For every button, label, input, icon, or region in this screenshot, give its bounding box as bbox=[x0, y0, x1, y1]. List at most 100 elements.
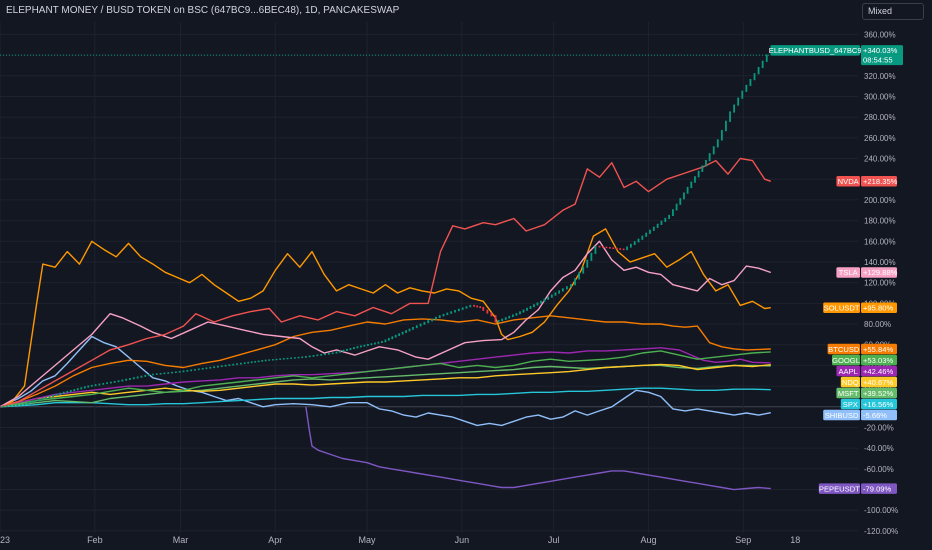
candle bbox=[370, 343, 373, 346]
x-tick-label: Mar bbox=[173, 535, 189, 545]
candle bbox=[716, 139, 719, 148]
candle bbox=[59, 392, 62, 395]
candle bbox=[522, 309, 525, 313]
candle bbox=[427, 320, 430, 324]
candle bbox=[547, 296, 550, 300]
candle bbox=[254, 360, 257, 363]
candle bbox=[504, 317, 507, 320]
candle bbox=[672, 209, 674, 217]
candle bbox=[566, 286, 568, 290]
series-value: +53.03% bbox=[863, 356, 893, 365]
candle bbox=[271, 359, 274, 361]
series-line-btcusd bbox=[0, 315, 771, 408]
series-value: +129.88% bbox=[863, 268, 898, 277]
candle bbox=[205, 367, 208, 370]
candle bbox=[486, 309, 489, 314]
candle bbox=[194, 368, 196, 371]
candle bbox=[533, 304, 535, 308]
candle bbox=[27, 402, 29, 405]
chart-title: ELEPHANT MONEY / BUSD TOKEN on BSC (647B… bbox=[6, 5, 400, 16]
candle bbox=[356, 346, 359, 349]
series-name: NDQ bbox=[842, 378, 859, 387]
y-tick-label: 240.00% bbox=[864, 155, 896, 164]
candle bbox=[501, 318, 504, 322]
series-value-tag bbox=[861, 409, 897, 421]
candle bbox=[66, 390, 69, 393]
y-tick-label: -20.00% bbox=[864, 423, 894, 432]
series-name-tag bbox=[836, 365, 860, 377]
x-axis: 2023 Feb Mar Apr May Jun Jul Aug Sep 18 bbox=[0, 535, 800, 545]
candle bbox=[327, 352, 330, 355]
candle bbox=[398, 333, 401, 337]
candle bbox=[286, 357, 289, 360]
y-tick-label: -60.00% bbox=[864, 465, 894, 474]
candle bbox=[391, 336, 394, 340]
candle bbox=[159, 372, 162, 375]
candle bbox=[622, 248, 625, 251]
candle bbox=[701, 165, 704, 172]
x-tick-label: Aug bbox=[640, 535, 656, 545]
candle bbox=[519, 311, 521, 315]
candle bbox=[297, 356, 300, 359]
candle bbox=[363, 344, 366, 347]
series-line-shibusd bbox=[0, 335, 771, 427]
candle bbox=[279, 358, 282, 360]
series-value-tag bbox=[861, 354, 897, 366]
candle bbox=[561, 288, 564, 292]
candle bbox=[220, 365, 223, 368]
candle bbox=[261, 360, 264, 362]
candle bbox=[167, 372, 170, 374]
x-tick-label: Apr bbox=[268, 535, 282, 545]
candle bbox=[98, 383, 101, 386]
candle bbox=[342, 349, 345, 352]
series-line-tsla bbox=[0, 240, 772, 408]
candle bbox=[387, 337, 390, 341]
y-tick-label: 260.00% bbox=[864, 134, 896, 143]
series-line-ndq bbox=[0, 363, 771, 408]
scale-mode-select[interactable]: Mixed bbox=[862, 3, 924, 20]
series-name-tag bbox=[840, 398, 860, 410]
candle bbox=[178, 371, 181, 373]
candle bbox=[324, 353, 326, 356]
candle bbox=[148, 374, 151, 377]
candle bbox=[578, 272, 581, 280]
price-label-pepeusdt: PEPEUSDT -79.09% bbox=[818, 483, 897, 494]
x-tick-label: Jun bbox=[455, 535, 470, 545]
candle bbox=[469, 304, 472, 308]
candle bbox=[515, 313, 518, 316]
series-value-tag bbox=[861, 398, 897, 410]
candle bbox=[80, 387, 83, 390]
candle bbox=[543, 298, 546, 302]
candle bbox=[34, 399, 37, 403]
candle bbox=[729, 111, 731, 122]
series-value-tag bbox=[861, 176, 897, 187]
candle bbox=[268, 359, 271, 361]
candle bbox=[335, 351, 338, 354]
y-tick-label: 120.00% bbox=[864, 279, 896, 288]
candle bbox=[529, 306, 532, 309]
series-name-tag bbox=[823, 302, 860, 313]
candle bbox=[570, 284, 572, 288]
candle bbox=[132, 377, 135, 380]
candle bbox=[384, 339, 387, 343]
candle bbox=[554, 292, 557, 296]
series-line-googl bbox=[0, 350, 771, 408]
candle bbox=[69, 389, 72, 393]
series-layer bbox=[0, 54, 772, 491]
series-line-nvda bbox=[0, 157, 772, 408]
series-value-tag bbox=[861, 387, 897, 399]
candle bbox=[450, 311, 453, 314]
series-value: +39.52% bbox=[863, 389, 893, 398]
candle bbox=[257, 360, 260, 363]
candle bbox=[408, 328, 411, 332]
series-name-tag bbox=[840, 376, 860, 388]
candle bbox=[155, 373, 158, 375]
candle bbox=[598, 245, 601, 248]
candle bbox=[675, 203, 678, 211]
y-tick-label: -40.00% bbox=[864, 444, 894, 453]
candle bbox=[312, 354, 315, 357]
candle bbox=[37, 398, 40, 402]
series-value: +95.80% bbox=[863, 303, 893, 312]
series-line-spx bbox=[0, 387, 771, 408]
